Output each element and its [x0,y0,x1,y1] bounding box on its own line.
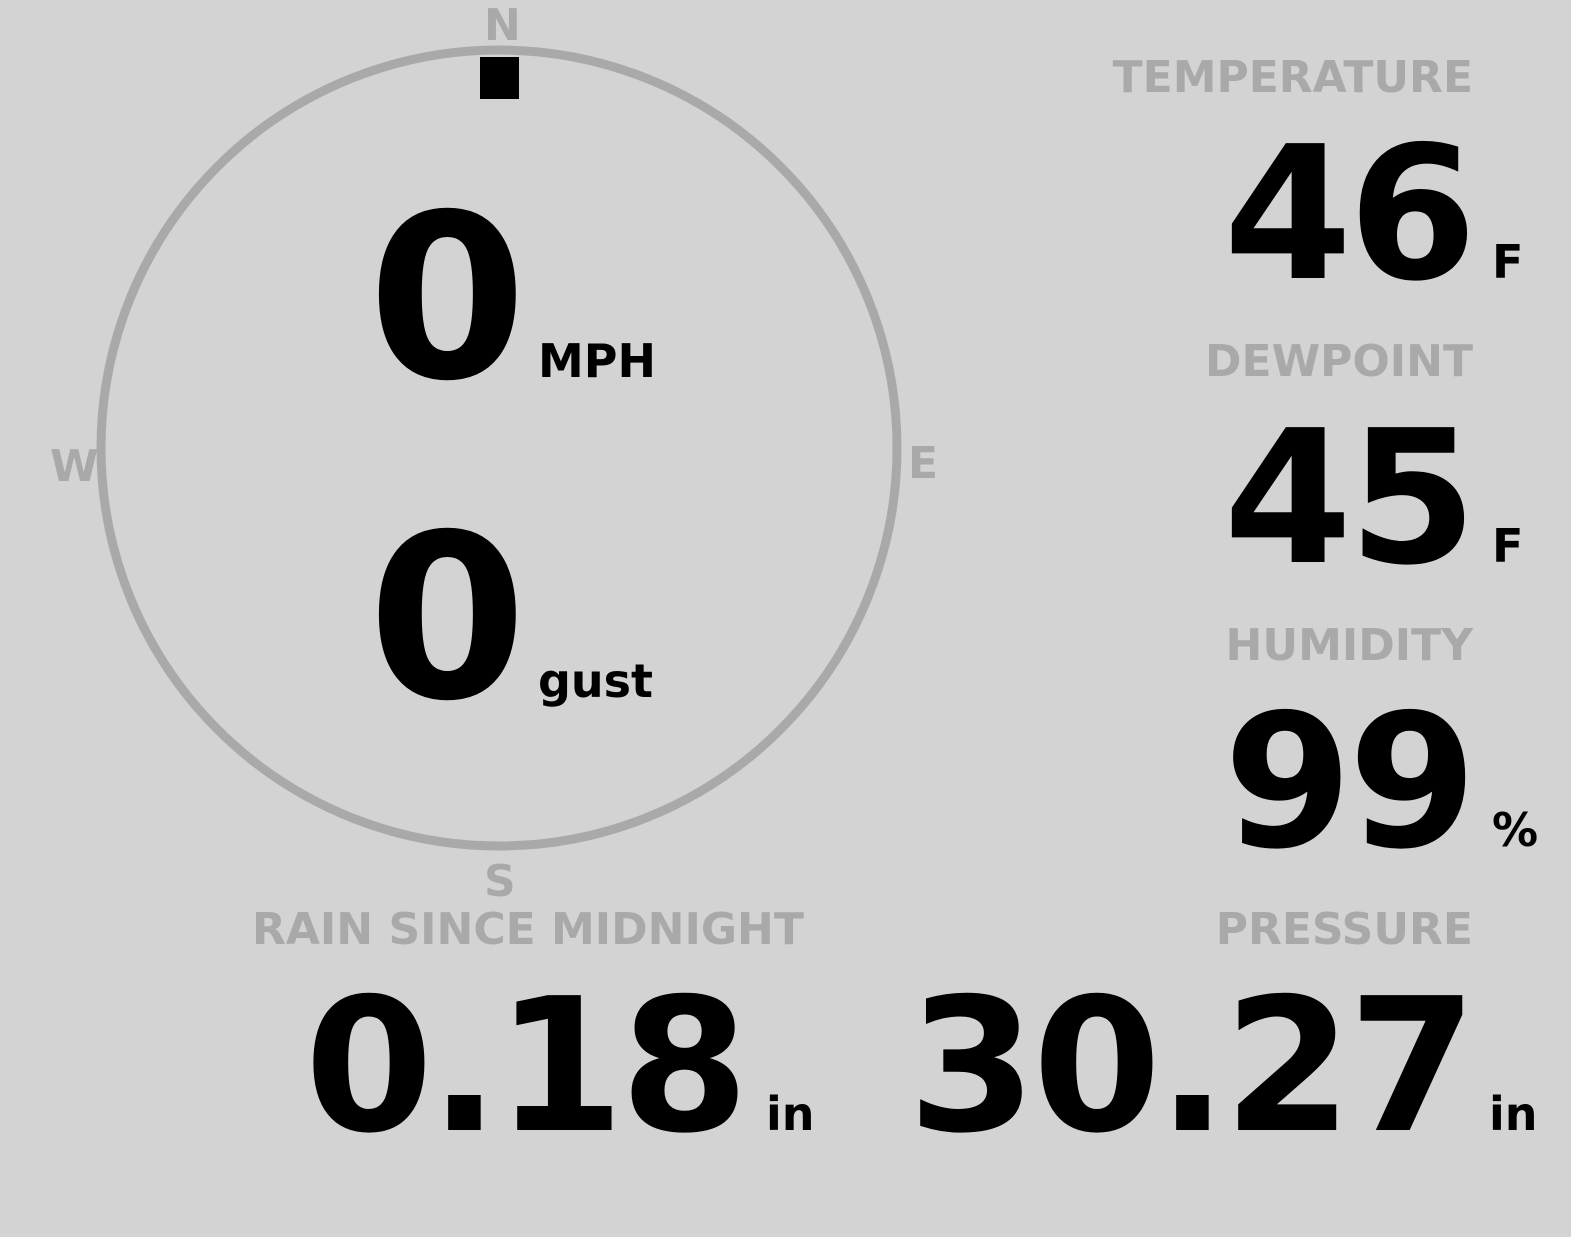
wind-direction-marker [480,57,519,99]
dewpoint-unit: F [1492,519,1524,573]
pressure-value: 30.27 [907,958,1477,1174]
compass-east-label: E [908,438,939,489]
rain-label: RAIN SINCE MIDNIGHT [252,904,804,955]
wind-speed-unit: MPH [538,334,656,388]
humidity-label: HUMIDITY [1225,620,1473,671]
compass-north-label: N [484,0,521,51]
wind-speed-value: 0 [368,165,527,431]
wind-gust-value: 0 [368,485,527,751]
compass-west-label: W [50,441,99,492]
temperature-unit: F [1492,235,1524,289]
wind-gust-unit: gust [538,654,654,708]
humidity-value: 99 [1223,674,1477,890]
dewpoint-label: DEWPOINT [1205,336,1473,387]
temperature-value: 46 [1223,106,1477,322]
pressure-unit: in [1489,1087,1538,1141]
rain-unit: in [766,1087,815,1141]
pressure-label: PRESSURE [1215,904,1473,955]
temperature-label: TEMPERATURE [1112,52,1473,103]
humidity-unit: % [1492,803,1539,857]
compass-ring [96,45,902,851]
rain-value: 0.18 [304,958,749,1174]
compass-south-label: S [484,856,516,907]
dewpoint-value: 45 [1223,390,1477,606]
